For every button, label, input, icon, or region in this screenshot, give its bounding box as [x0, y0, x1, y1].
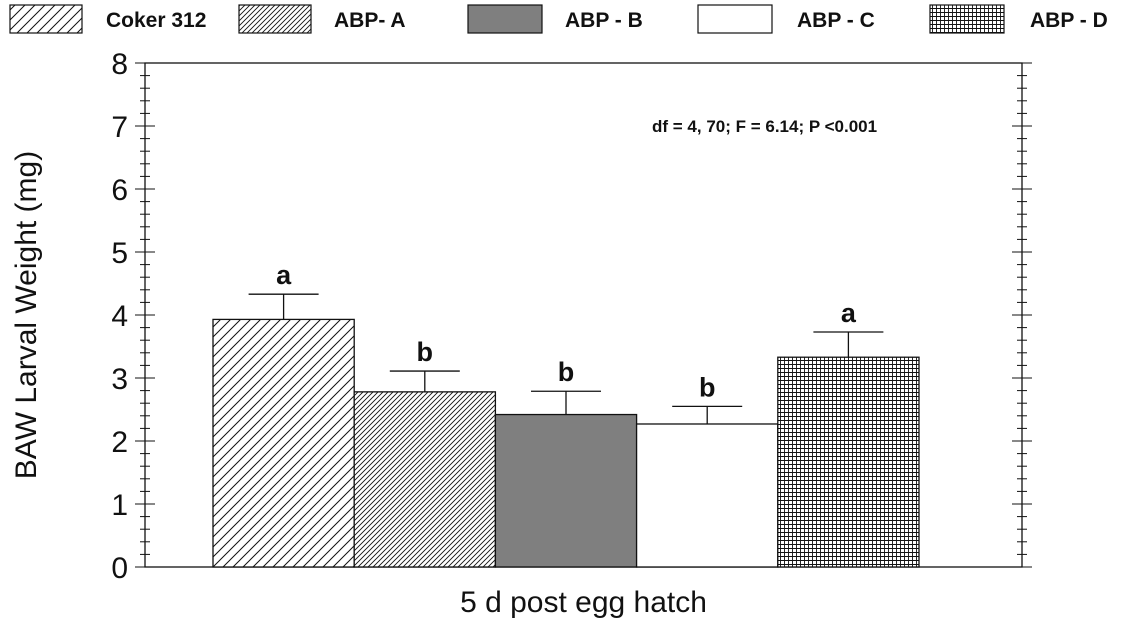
y-axis-title: BAW Larval Weight (mg) [10, 151, 43, 479]
sig-label-abp-c: b [699, 372, 716, 402]
y-tick-label-1: 1 [111, 489, 128, 522]
y-tick-label-3: 3 [111, 363, 128, 396]
legend-label-coker-312: Coker 312 [106, 9, 206, 32]
sig-label-coker-312: a [276, 260, 292, 290]
bars [212, 318, 920, 568]
error-bars [248, 293, 884, 424]
stats-annotation: df = 4, 70; F = 6.14; P <0.001 [652, 117, 877, 136]
y-tick-label-0: 0 [111, 552, 128, 585]
sig-label-abp-d: a [841, 298, 857, 328]
legend: Coker 312 ABP- A ABP - B ABP - C ABP - D [9, 4, 1108, 34]
legend-label-abp-d: ABP - D [1030, 9, 1108, 32]
bar-abp-b [494, 413, 638, 568]
bar-abp-d [777, 356, 920, 568]
bar-coker-312 [212, 318, 355, 568]
y-tick-label-2: 2 [111, 426, 128, 459]
y-axis-tick-labels: 0 1 2 3 4 5 6 7 8 [111, 48, 128, 585]
bar-abp-a [353, 391, 497, 568]
significance-labels: a b b b a [276, 260, 857, 402]
axis-ticks [135, 62, 1032, 568]
legend-swatch-abp-d [929, 4, 1005, 34]
y-tick-label-7: 7 [111, 111, 128, 144]
sig-label-abp-a: b [417, 337, 434, 367]
y-tick-label-6: 6 [111, 174, 128, 207]
y-tick-label-8: 8 [111, 48, 128, 81]
legend-swatch-abp-b [467, 4, 543, 34]
sig-label-abp-b: b [558, 357, 575, 387]
legend-swatch-abp-a [238, 4, 312, 34]
legend-label-abp-b: ABP - B [565, 9, 643, 32]
y-tick-label-5: 5 [111, 237, 128, 270]
legend-label-abp-c: ABP - C [797, 9, 875, 32]
y-tick-label-4: 4 [111, 300, 128, 333]
legend-swatch-abp-c [697, 4, 773, 34]
legend-label-abp-a: ABP- A [334, 9, 406, 32]
x-axis-title: 5 d post egg hatch [460, 586, 707, 619]
legend-swatch-coker-312 [9, 4, 83, 34]
bar-abp-c [635, 423, 779, 568]
